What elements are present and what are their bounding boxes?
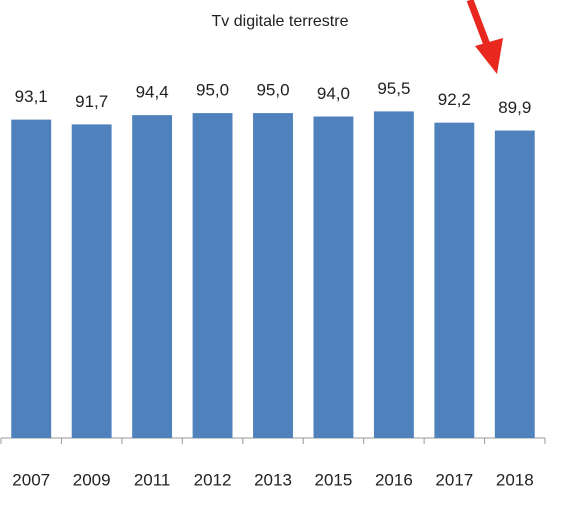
x-tick-label: 2009 [73, 470, 111, 489]
x-tick-label: 2013 [254, 470, 292, 489]
data-label: 94,4 [136, 83, 169, 102]
chart-title: Tv digitale terrestre [212, 13, 349, 30]
data-label: 95,0 [196, 81, 229, 100]
data-label: 95,5 [377, 79, 410, 98]
x-tick-label: 2016 [375, 470, 413, 489]
bar [132, 115, 173, 438]
x-tick-label: 2015 [315, 470, 353, 489]
x-tick-label: 2007 [12, 470, 50, 489]
x-tick-label: 2018 [496, 470, 534, 489]
x-tick-label: 2011 [134, 470, 171, 489]
data-label: 93,1 [15, 87, 48, 106]
arrow-head [475, 38, 503, 74]
data-label: 95,0 [256, 81, 289, 100]
arrow [466, 0, 503, 74]
data-label: 92,2 [438, 90, 471, 109]
x-tick-label: 2017 [435, 470, 473, 489]
bar [192, 113, 233, 438]
bar [71, 124, 112, 439]
data-label: 91,7 [75, 92, 108, 111]
data-label: 94,0 [317, 84, 350, 103]
bar [373, 111, 414, 438]
arrow-shaft [466, 0, 493, 52]
bar [434, 122, 475, 439]
x-tick-label: 2012 [194, 470, 232, 489]
bar [11, 119, 52, 439]
data-label: 89,9 [498, 98, 531, 117]
bar [494, 130, 535, 439]
bar [313, 116, 354, 439]
bar [253, 113, 293, 438]
